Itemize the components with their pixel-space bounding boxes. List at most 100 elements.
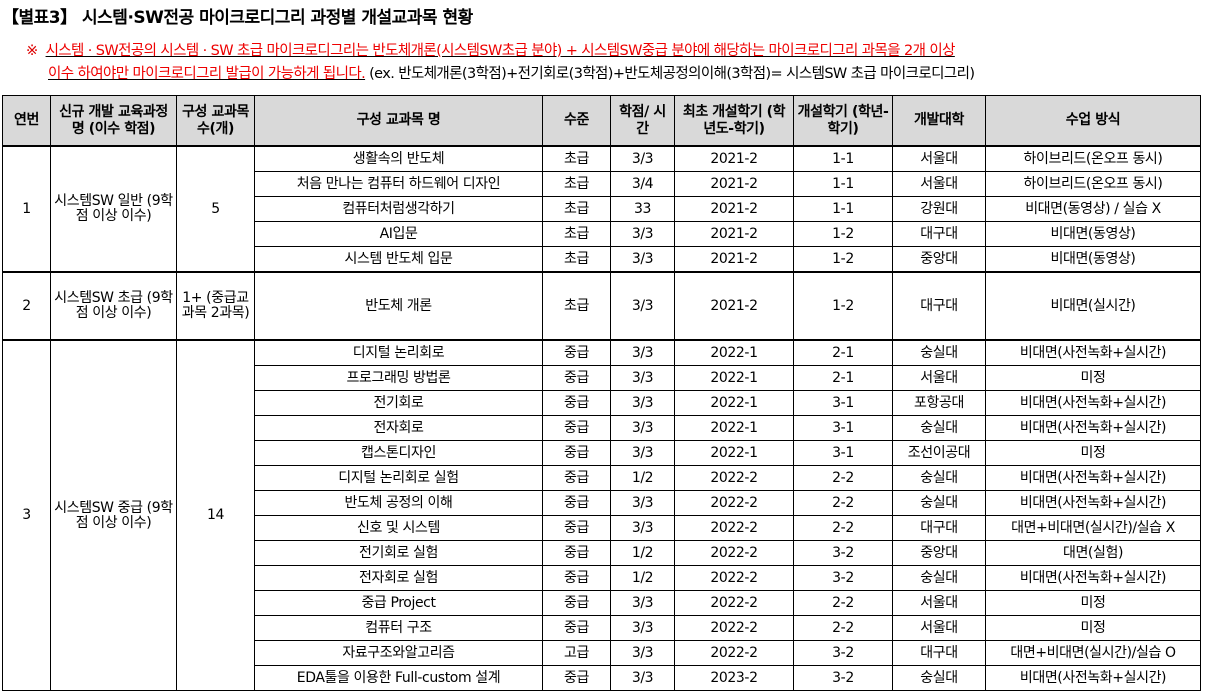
cell-program: 시스템SW 초급 (9학점 이상 이수) [50, 271, 177, 341]
cell-method: 미정 [985, 440, 1201, 466]
cell-method: 비대면(동영상) [985, 246, 1201, 273]
cell-method: 비대면(사전녹화+실시간) [985, 339, 1201, 366]
cell-course-name: 시스템 반도체 입문 [254, 246, 543, 273]
cell-semester: 3-1 [793, 390, 893, 416]
cell-credits: 3/3 [610, 615, 675, 641]
cell-method: 비대면(사전녹화+실시간) [985, 665, 1201, 691]
cell-university: 중앙대 [892, 246, 986, 273]
cell-first-semester: 2021-2 [674, 196, 794, 222]
cell-course-name: 프로그래밍 방법론 [254, 365, 543, 391]
course-table: 연번 신규 개발 교육과정 명 (이수 학점) 구성 교과목 수(개) 구성 교과목 … [2, 95, 1201, 691]
cell-course-name: 전기회로 실험 [254, 540, 543, 566]
cell-level: 중급 [542, 465, 611, 491]
cell-first-semester: 2021-2 [674, 171, 794, 197]
header-program: 신규 개발 교육과정 명 (이수 학점) [50, 95, 177, 147]
cell-semester: 2-2 [793, 615, 893, 641]
cell-method: 하이브리드(온오프 동시) [985, 145, 1201, 172]
cell-method: 비대면(동영상) [985, 221, 1201, 247]
cell-university: 숭실대 [892, 665, 986, 691]
cell-university: 숭실대 [892, 465, 986, 491]
cell-credits: 3/3 [610, 145, 675, 172]
table-row: 전자회로 중급 3/3 2022-1 3-1 숭실대 비대면(사전녹화+실시간) [3, 415, 1201, 441]
table-row: 전자회로 실험 중급 1/2 2022-2 3-2 숭실대 비대면(사전녹화+실시간) [3, 565, 1201, 591]
cell-semester: 3-1 [793, 415, 893, 441]
cell-credits: 1/2 [610, 465, 675, 491]
header-semester: 개설학기 (학년-학기) [793, 95, 893, 147]
cell-level: 초급 [542, 221, 611, 247]
cell-credits: 3/3 [610, 246, 675, 273]
cell-course-name: 컴퓨터처럼생각하기 [254, 196, 543, 222]
cell-course-name: 자료구조와알고리즘 [254, 640, 543, 666]
table-row: 전기회로 중급 3/3 2022-1 3-1 포항공대 비대면(사전녹화+실시간) [3, 390, 1201, 416]
cell-semester: 3-2 [793, 540, 893, 566]
cell-semester: 3-2 [793, 640, 893, 666]
cell-course-name: 캡스톤디자인 [254, 440, 543, 466]
table-row: 디지털 논리회로 실험 중급 1/2 2022-2 2-2 숭실대 비대면(사전녹화+실시간… [3, 465, 1201, 491]
header-university: 개발대학 [892, 95, 986, 147]
table-row: 반도체 공정의 이해 중급 3/3 2022-2 2-2 숭실대 비대면(사전녹화+실시간) [3, 490, 1201, 516]
cell-semester: 1-2 [793, 246, 893, 273]
cell-level: 초급 [542, 171, 611, 197]
cell-course-name: 디지털 논리회로 실험 [254, 465, 543, 491]
cell-first-semester: 2021-2 [674, 246, 794, 273]
cell-first-semester: 2022-2 [674, 615, 794, 641]
cell-method: 비대면(실시간) [985, 271, 1201, 341]
cell-course-name: 반도체 개론 [254, 271, 543, 341]
cell-no: 2 [2, 271, 51, 341]
cell-level: 중급 [542, 339, 611, 366]
cell-credits: 3/4 [610, 171, 675, 197]
cell-level: 중급 [542, 565, 611, 591]
cell-semester: 3-2 [793, 565, 893, 591]
cell-university: 서울대 [892, 171, 986, 197]
header-first-semester: 최초 개설학기 (학년도-학기) [674, 95, 794, 147]
cell-semester: 3-1 [793, 440, 893, 466]
cell-university: 대구대 [892, 640, 986, 666]
cell-program: 시스템SW 중급 (9학점 이상 이수) [50, 339, 177, 691]
table-row: 3 시스템SW 중급 (9학점 이상 이수) 14 디지털 논리회로 중급 3/3 2022… [2, 339, 1201, 691]
cell-university: 숭실대 [892, 415, 986, 441]
cell-credits: 3/3 [610, 490, 675, 516]
cell-first-semester: 2022-1 [674, 440, 794, 466]
cell-method: 비대면(사전녹화+실시간) [985, 565, 1201, 591]
cell-level: 중급 [542, 415, 611, 441]
cell-credits: 3/3 [610, 415, 675, 441]
page-title: 【별표3】 시스템·SW전공 마이크로디그리 과정별 개설교과목 현황 [2, 8, 473, 28]
cell-no: 1 [2, 145, 51, 273]
cell-first-semester: 2022-2 [674, 465, 794, 491]
cell-method: 대면+비대면(실시간)/실습 X [985, 515, 1201, 541]
cell-university: 서울대 [892, 615, 986, 641]
cell-university: 숭실대 [892, 565, 986, 591]
cell-university: 중앙대 [892, 540, 986, 566]
cell-first-semester: 2022-2 [674, 640, 794, 666]
cell-university: 서울대 [892, 365, 986, 391]
cell-credits: 3/3 [610, 665, 675, 691]
cell-first-semester: 2022-1 [674, 390, 794, 416]
cell-university: 대구대 [892, 515, 986, 541]
cell-first-semester: 2021-2 [674, 221, 794, 247]
table-row: 2 시스템SW 초급 (9학점 이상 이수) 1+ (중급교 과목 2과목) 반도체 … [2, 271, 1201, 341]
cell-semester: 1-2 [793, 271, 893, 341]
cell-method: 비대면(사전녹화+실시간) [985, 490, 1201, 516]
table-row: 신호 및 시스템 중급 3/3 2022-2 2-2 대구대 대면+비대면(실시간)/실습 … [3, 515, 1201, 541]
table-row: 처음 만나는 컴퓨터 하드웨어 디자인 초급 3/4 2021-2 1-1 서울대 하이브리… [3, 171, 1201, 197]
cell-university: 서울대 [892, 145, 986, 172]
header-count: 구성 교과목 수(개) [176, 95, 255, 147]
header-course-name: 구성 교과목 명 [254, 95, 543, 147]
cell-method: 미정 [985, 615, 1201, 641]
header-level: 수준 [542, 95, 611, 147]
cell-first-semester: 2022-2 [674, 515, 794, 541]
cell-level: 중급 [542, 515, 611, 541]
cell-first-semester: 2021-2 [674, 271, 794, 341]
table-row: 1 시스템SW 일반 (9학점 이상 이수) 5 생활속의 반도체 초급 3/3 2021-… [2, 145, 1201, 273]
table-header: 연번 신규 개발 교육과정 명 (이수 학점) 구성 교과목 수(개) 구성 교과목 … [2, 95, 1201, 147]
cell-level: 중급 [542, 590, 611, 616]
cell-level: 초급 [542, 196, 611, 222]
cell-semester: 1-1 [793, 196, 893, 222]
notice: ※ 시스템 · SW전공의 시스템 · SW 초급 마이크로디그리는 반도체개론(… [26, 40, 1201, 86]
cell-university: 대구대 [892, 221, 986, 247]
cell-count: 1+ (중급교 과목 2과목) [176, 271, 255, 341]
cell-course-name: 전기회로 [254, 390, 543, 416]
table-row: 전기회로 실험 중급 1/2 2022-2 3-2 중앙대 대면(실험) [3, 540, 1201, 566]
cell-method: 비대면(사전녹화+실시간) [985, 390, 1201, 416]
table-row: 시스템 반도체 입문 초급 3/3 2021-2 1-2 중앙대 비대면(동영상) [3, 246, 1201, 273]
